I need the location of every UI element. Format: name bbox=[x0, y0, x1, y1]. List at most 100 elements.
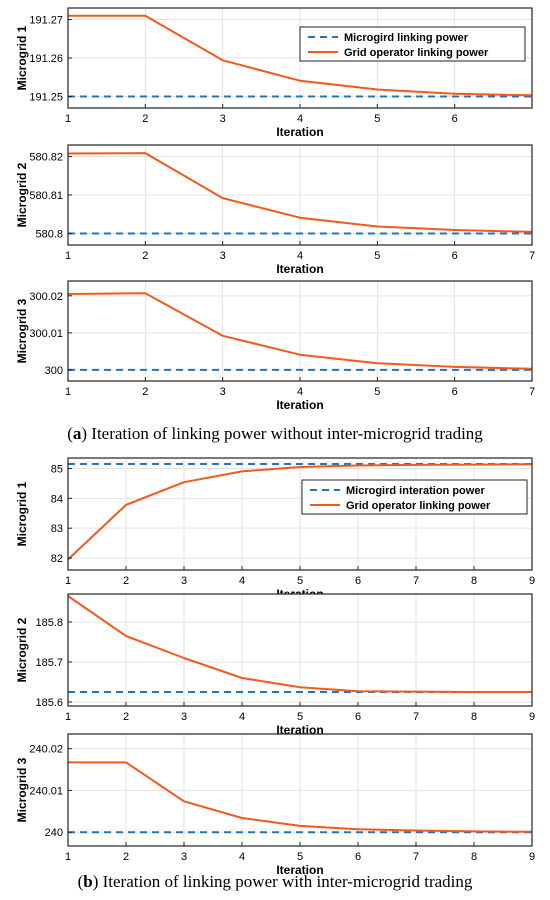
x-tick-label: 1 bbox=[65, 711, 71, 723]
y-axis-label: Microgrid 1 bbox=[15, 25, 29, 90]
caption-b-text: Iteration of linking power with inter-mi… bbox=[98, 872, 473, 891]
x-tick-label: 6 bbox=[452, 250, 458, 262]
chart-panel-a1: 1 2 3 4 5 6 191.25 191.26 191.27 Iteration Microgr… bbox=[15, 7, 533, 139]
legend: Microgird interation power Grid operator … bbox=[301, 479, 528, 515]
x-axis-label: Iteration bbox=[276, 863, 323, 877]
y-tick-label: 580.8 bbox=[35, 228, 63, 240]
x-tick-label: 4 bbox=[239, 851, 245, 863]
x-tick-label: 7 bbox=[413, 851, 419, 863]
y-tick-label: 185.8 bbox=[35, 617, 63, 629]
series-line-solid bbox=[67, 595, 532, 693]
caption-b: (b) Iteration of linking power with inte… bbox=[77, 872, 473, 891]
x-tick-label: 7 bbox=[529, 250, 535, 262]
y-axis-label: Microgrid 3 bbox=[15, 757, 29, 822]
caption-a-letter: a bbox=[72, 424, 82, 443]
chart-panel-b1: 12345678982838485IterationMicrogrid 1Mic… bbox=[15, 457, 535, 601]
y-axis-label: Microgrid 1 bbox=[15, 481, 29, 546]
x-tick-label: 4 bbox=[239, 575, 245, 587]
y-tick-label: 240.02 bbox=[29, 744, 63, 756]
chart-panel-b3: 1 2 3 4 5 6 7 8 9 240 240.01 240.02 Iteration Microgr… bbox=[15, 733, 535, 877]
x-tick-label: 6 bbox=[355, 711, 361, 723]
legend-label: Grid operator linking power bbox=[344, 47, 489, 59]
y-tick-label: 191.26 bbox=[29, 53, 63, 65]
x-tick-label: 1 bbox=[65, 250, 71, 262]
x-tick-label: 6 bbox=[452, 386, 458, 398]
caption-a: (a) Iteration of linking power without i… bbox=[67, 424, 483, 443]
x-axis-label: Iteration bbox=[276, 398, 323, 412]
y-tick-label: 82 bbox=[51, 553, 63, 565]
series-line-solid bbox=[68, 14, 533, 97]
x-tick-label: 3 bbox=[181, 575, 187, 587]
x-tick-label: 2 bbox=[142, 386, 148, 398]
x-tick-label: 1 bbox=[65, 851, 71, 863]
x-tick-label: 7 bbox=[529, 386, 535, 398]
y-tick-label: 240.01 bbox=[29, 785, 63, 797]
y-tick-label: 84 bbox=[51, 493, 63, 505]
y-tick-label: 83 bbox=[51, 523, 63, 535]
y-axis-label: Microgrid 3 bbox=[15, 298, 29, 363]
legend: Microgird linking power Grid operator lin… bbox=[299, 26, 526, 62]
y-tick-label: 300 bbox=[45, 365, 63, 377]
caption-b-letter: b bbox=[83, 872, 93, 891]
legend-box bbox=[299, 26, 526, 62]
x-tick-label: 9 bbox=[529, 851, 535, 863]
y-tick-label: 300.01 bbox=[29, 328, 63, 340]
y-tick-label: 240 bbox=[45, 827, 63, 839]
x-tick-label: 2 bbox=[123, 575, 129, 587]
y-tick-label: 191.27 bbox=[29, 15, 63, 27]
x-tick-label: 3 bbox=[181, 711, 187, 723]
x-tick-label: 2 bbox=[142, 250, 148, 262]
x-axis-label: Iteration bbox=[276, 125, 323, 139]
x-tick-label: 3 bbox=[181, 851, 187, 863]
x-tick-label: 5 bbox=[374, 386, 380, 398]
y-tick-label: 85 bbox=[51, 463, 63, 475]
x-axis-label: Iteration bbox=[276, 262, 323, 276]
y-axis-label: Microgrid 2 bbox=[15, 617, 29, 682]
x-tick-label: 2 bbox=[123, 711, 129, 723]
x-tick-label: 8 bbox=[471, 851, 477, 863]
x-tick-label: 7 bbox=[413, 575, 419, 587]
x-tick-label: 6 bbox=[355, 575, 361, 587]
x-tick-label: 1 bbox=[65, 386, 71, 398]
chart-panel-b2: 1 2 3 4 5 6 7 8 9185.6185.7185.8IterationMicrogr… bbox=[15, 593, 535, 737]
x-tick-label: 2 bbox=[142, 113, 148, 125]
x-tick-label: 5 bbox=[374, 250, 380, 262]
y-tick-label: 191.25 bbox=[29, 91, 63, 103]
x-tick-label: 5 bbox=[297, 711, 303, 723]
legend-box bbox=[301, 479, 528, 515]
x-tick-label: 3 bbox=[220, 386, 226, 398]
caption-a-text: Iteration of linking power without inter… bbox=[87, 424, 483, 443]
y-tick-label: 580.81 bbox=[29, 190, 63, 202]
x-tick-label: 4 bbox=[239, 711, 245, 723]
y-tick-label: 185.7 bbox=[35, 657, 63, 669]
x-tick-label: 8 bbox=[471, 575, 477, 587]
y-tick-label: 580.82 bbox=[29, 152, 63, 164]
series-line-solid bbox=[68, 761, 533, 833]
y-axis-label: Microgrid 2 bbox=[15, 162, 29, 227]
x-tick-label: 1 bbox=[65, 113, 71, 125]
x-tick-label: 9 bbox=[529, 711, 535, 723]
x-tick-label: 4 bbox=[297, 250, 303, 262]
x-tick-label: 7 bbox=[413, 711, 419, 723]
x-tick-label: 6 bbox=[452, 113, 458, 125]
x-tick-label: 5 bbox=[297, 575, 303, 587]
x-tick-label: 2 bbox=[123, 851, 129, 863]
y-tick-label: 185.6 bbox=[35, 697, 63, 709]
legend-label: Microgird linking power bbox=[344, 32, 469, 44]
legend-label: Microgird interation power bbox=[346, 485, 485, 497]
legend-label: Grid operator linking power bbox=[346, 500, 491, 512]
x-tick-label: 4 bbox=[297, 113, 303, 125]
x-tick-label: 8 bbox=[471, 711, 477, 723]
x-tick-label: 4 bbox=[297, 386, 303, 398]
x-tick-label: 5 bbox=[297, 851, 303, 863]
x-tick-label: 1 bbox=[65, 575, 71, 587]
x-tick-label: 3 bbox=[220, 113, 226, 125]
x-tick-label: 6 bbox=[355, 851, 361, 863]
chart-panel-a3: 1 2 3 4 5 6 7 300 300.01 300.02 Iteration Microgrid… bbox=[15, 280, 535, 412]
series-line-solid bbox=[67, 463, 533, 561]
x-tick-label: 9 bbox=[529, 575, 535, 587]
x-tick-label: 5 bbox=[374, 113, 380, 125]
x-tick-label: 3 bbox=[220, 250, 226, 262]
series-line-solid bbox=[67, 152, 533, 233]
